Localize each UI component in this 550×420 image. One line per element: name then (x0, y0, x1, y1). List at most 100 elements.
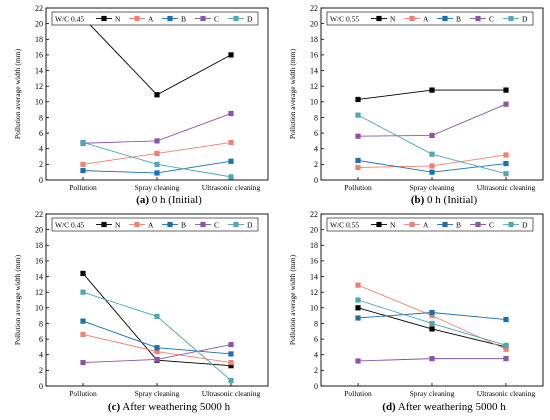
y-tick-label: 22 (310, 210, 318, 219)
y-tick-label: 2 (314, 366, 318, 375)
x-tick-label: Spray cleaning (410, 389, 455, 398)
y-tick-label: 4 (314, 145, 318, 154)
caption-text: 0 h (Initial) (424, 194, 477, 206)
chart-panel-1: 0 2 4 6 8 10 12 14 16 18 20 22 Pollution Spray cleani… (13, 4, 269, 206)
legend-label-A: A (423, 221, 429, 230)
marker-D (508, 15, 514, 22)
marker-C (475, 15, 481, 22)
y-tick-label: 16 (35, 51, 43, 60)
marker-D (233, 221, 239, 228)
y-tick-label: 0 (39, 176, 43, 185)
marker-C (228, 341, 234, 348)
legend-label-N: N (390, 15, 396, 24)
y-tick-label: 10 (35, 304, 43, 313)
marker-B (80, 168, 86, 174)
y-tick-label: 8 (39, 113, 43, 122)
caption-text: 0 h (Initial) (149, 194, 202, 206)
marker-D (233, 15, 239, 22)
marker-D (228, 174, 234, 180)
y-tick-label: 2 (39, 160, 43, 169)
marker-C (154, 356, 160, 363)
legend-label-B: B (181, 15, 186, 24)
y-tick-label: 18 (310, 241, 318, 250)
legend-label-D: D (522, 15, 528, 24)
marker-A (503, 346, 509, 352)
marker-A (80, 331, 86, 337)
marker-B (167, 221, 173, 228)
marker-C (475, 221, 481, 228)
legend-box (326, 217, 534, 232)
marker-A (429, 313, 435, 319)
y-tick-label: 12 (310, 288, 318, 297)
y-axis-label: Pollution average width (mm) (13, 254, 22, 345)
legend-label-C: C (214, 15, 219, 24)
marker-A (409, 221, 415, 228)
panel-caption: (b) 0 h (Initial) (411, 194, 478, 206)
marker-C (228, 110, 234, 117)
legend: W/C 0.55 N A B C D (330, 15, 528, 24)
marker-B (503, 316, 509, 323)
x-tick-label: Ultrasonic cleaning (202, 183, 261, 192)
y-tick-label: 10 (310, 304, 318, 313)
y-tick-label: 16 (35, 257, 43, 266)
y-tick-label: 8 (314, 319, 318, 328)
y-tick-label: 6 (39, 129, 43, 138)
legend-title: W/C 0.45 (55, 221, 84, 230)
y-tick-label: 8 (314, 113, 318, 122)
caption-text: After weathering 5000 h (120, 401, 230, 413)
y-tick-label: 14 (310, 66, 318, 75)
y-tick-label: 4 (39, 351, 43, 360)
series-line-N (82, 17, 232, 96)
x-tick-label: Ultrasonic cleaning (477, 389, 536, 398)
x-tick-label: Pollution (344, 389, 372, 398)
x-tick-label: Spray cleaning (135, 183, 180, 192)
marker-B (442, 221, 448, 228)
legend: W/C 0.45 N A B C D (55, 15, 253, 24)
marker-A (228, 359, 234, 366)
marker-C (503, 101, 509, 107)
legend-box (326, 11, 534, 26)
legend-title: W/C 0.55 (330, 221, 359, 230)
marker-D (355, 112, 361, 118)
series-line-D (82, 291, 232, 381)
y-tick-label: 8 (39, 319, 43, 328)
marker-D (503, 171, 509, 177)
legend-label-A: A (148, 15, 154, 24)
marker-B (355, 157, 361, 164)
marker-B (503, 160, 509, 167)
y-tick-label: 18 (35, 241, 43, 250)
marker-B (429, 309, 435, 316)
y-tick-label: 6 (39, 335, 43, 344)
marker-N (429, 87, 435, 93)
legend-label-B: B (456, 221, 461, 230)
x-tick-label: Spray cleaning (135, 389, 180, 398)
marker-C (503, 356, 509, 362)
marker-D (80, 139, 86, 146)
marker-B (154, 170, 160, 176)
y-tick-label: 20 (310, 225, 318, 234)
marker-A (409, 15, 415, 22)
y-tick-label: 12 (35, 288, 43, 297)
y-axis-label: Pollution average width (mm) (288, 254, 297, 345)
marker-N (228, 363, 234, 369)
legend-label-A: A (423, 15, 429, 24)
marker-B (355, 315, 361, 321)
marker-D (228, 377, 234, 384)
marker-D (429, 151, 435, 157)
caption-text: After weathering 5000 h (396, 401, 506, 413)
marker-N (101, 221, 107, 228)
legend-label-N: N (390, 221, 396, 230)
marker-D (429, 320, 435, 327)
y-axis-label: Pollution average width (mm) (13, 48, 22, 139)
y-tick-label: 4 (39, 145, 43, 154)
y-tick-label: 4 (314, 351, 318, 360)
x-tick-label: Pollution (344, 183, 372, 192)
y-tick-label: 2 (314, 160, 318, 169)
x-tick-label: Spray cleaning (410, 183, 455, 192)
marker-N (228, 52, 234, 58)
marker-N (355, 96, 361, 103)
x-tick-label: Ultrasonic cleaning (477, 183, 536, 192)
caption-letter: (b) (411, 194, 425, 206)
legend-label-A: A (148, 221, 154, 230)
